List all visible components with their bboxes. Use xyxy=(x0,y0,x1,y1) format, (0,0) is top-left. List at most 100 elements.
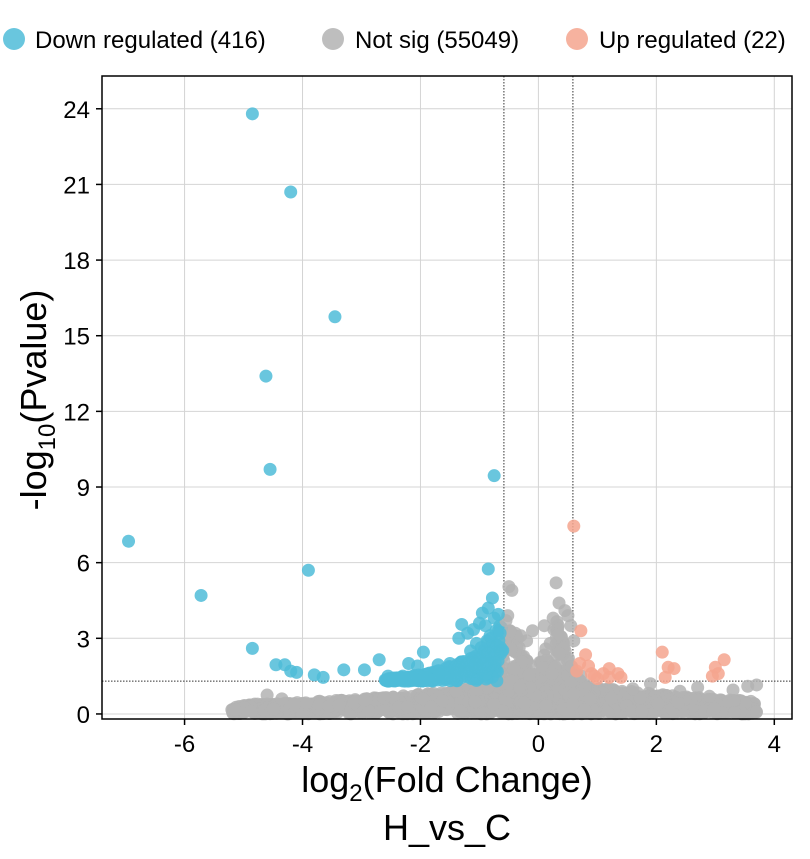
point-not-sig xyxy=(564,619,578,633)
point-not-sig xyxy=(633,691,647,705)
point-not-sig xyxy=(377,691,391,705)
point-not-sig xyxy=(513,681,527,695)
point-not-sig xyxy=(604,691,618,705)
point-down-regulated xyxy=(495,644,509,658)
y-tick-label: 9 xyxy=(77,475,90,502)
point-down-regulated xyxy=(245,641,259,655)
point-not-sig xyxy=(424,700,438,714)
point-up-regulated xyxy=(711,667,725,681)
plot-border xyxy=(101,75,793,720)
point-down-regulated xyxy=(481,562,495,576)
point-down-regulated xyxy=(478,619,492,633)
point-up-regulated xyxy=(570,664,584,678)
point-down-regulated xyxy=(443,657,457,671)
point-not-sig xyxy=(626,682,640,696)
point-down-regulated xyxy=(372,653,386,667)
point-not-sig xyxy=(537,648,551,662)
point-not-sig xyxy=(643,677,657,691)
point-up-regulated xyxy=(655,645,669,659)
chart-title: H_vs_C xyxy=(383,807,511,848)
point-not-sig xyxy=(549,576,563,590)
point-down-regulated xyxy=(469,636,483,650)
point-down-regulated xyxy=(284,664,298,678)
y-axis-title: -log10(Pvalue) xyxy=(13,290,61,511)
point-not-sig xyxy=(726,683,740,697)
point-down-regulated xyxy=(416,645,430,659)
legend-down-label: Down regulated (416) xyxy=(35,27,266,54)
point-not-sig xyxy=(299,696,313,710)
point-not-sig xyxy=(505,583,519,597)
x-tick-label: 2 xyxy=(650,731,663,758)
y-axis-ticks: 0 3 6 9 12 15 18 21 24 xyxy=(63,97,102,729)
point-not-sig xyxy=(522,668,536,682)
point-not-sig xyxy=(520,634,534,648)
y-tick-label: 6 xyxy=(77,551,90,578)
point-down-regulated xyxy=(263,462,277,476)
point-not-sig xyxy=(707,701,721,715)
x-tick-label: -6 xyxy=(174,731,195,758)
point-not-sig xyxy=(539,699,553,713)
point-down-regulated xyxy=(491,607,505,621)
point-not-sig xyxy=(400,700,414,714)
point-not-sig xyxy=(416,692,430,706)
point-down-regulated xyxy=(122,534,136,548)
point-down-regulated xyxy=(337,663,351,677)
point-down-regulated xyxy=(194,588,208,602)
y-tick-label: 15 xyxy=(63,324,90,351)
point-not-sig xyxy=(535,661,549,675)
point-not-sig xyxy=(487,697,501,711)
point-not-sig xyxy=(358,693,372,707)
point-up-regulated xyxy=(596,667,610,681)
point-not-sig xyxy=(537,619,551,633)
point-up-regulated xyxy=(717,653,731,667)
point-not-sig xyxy=(702,689,716,703)
point-down-regulated xyxy=(465,672,479,686)
point-not-sig xyxy=(561,609,575,623)
point-not-sig xyxy=(260,688,274,702)
point-not-sig xyxy=(601,706,615,720)
point-down-regulated xyxy=(245,107,259,121)
point-up-regulated xyxy=(582,659,596,673)
point-not-sig xyxy=(362,704,376,718)
point-not-sig xyxy=(453,704,467,718)
point-not-sig xyxy=(566,697,580,711)
point-down-regulated xyxy=(431,673,445,687)
plot-area xyxy=(102,76,792,719)
point-not-sig xyxy=(552,647,566,661)
point-not-sig xyxy=(750,705,763,719)
legend-up-marker xyxy=(566,28,588,50)
x-tick-label: 4 xyxy=(768,731,781,758)
point-not-sig xyxy=(228,703,242,717)
point-up-regulated xyxy=(658,670,672,684)
point-not-sig xyxy=(691,680,705,694)
x-tick-label: 0 xyxy=(532,731,545,758)
point-not-sig xyxy=(625,704,639,718)
point-not-sig xyxy=(503,624,517,638)
point-down-regulated xyxy=(328,310,342,324)
data-points xyxy=(122,107,764,721)
point-not-sig xyxy=(552,628,566,642)
point-down-regulated xyxy=(284,185,298,199)
point-not-sig xyxy=(347,696,361,710)
point-up-regulated xyxy=(574,624,588,638)
point-not-sig xyxy=(727,694,741,708)
point-not-sig xyxy=(244,704,258,718)
legend-down-marker xyxy=(3,28,25,50)
point-not-sig xyxy=(728,705,742,719)
point-not-sig xyxy=(469,685,483,699)
point-not-sig xyxy=(673,684,687,698)
point-not-sig xyxy=(517,696,531,710)
x-axis-ticks: -6 -4 -2 0 2 4 xyxy=(174,719,781,758)
y-tick-label: 24 xyxy=(63,97,90,124)
point-not-sig xyxy=(386,690,400,704)
point-down-regulated xyxy=(493,626,507,640)
point-not-sig xyxy=(526,624,540,638)
point-not-sig xyxy=(567,687,581,701)
point-down-regulated xyxy=(381,669,395,683)
point-not-sig xyxy=(435,694,449,708)
point-not-sig xyxy=(546,611,560,625)
point-not-sig xyxy=(564,676,578,690)
point-not-sig xyxy=(287,697,301,711)
point-down-regulated xyxy=(357,663,371,677)
